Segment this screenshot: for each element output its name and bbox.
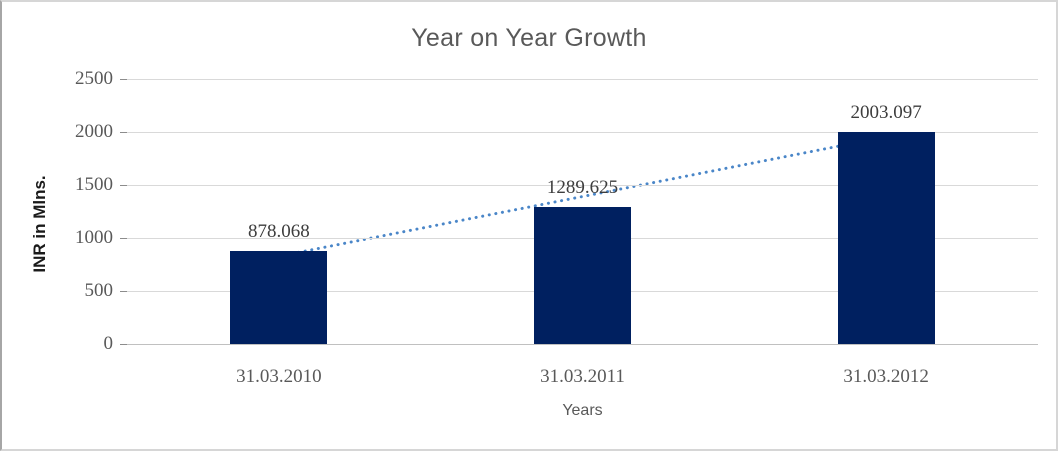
y-tick-mark	[120, 79, 127, 80]
gridline	[127, 185, 1038, 186]
bar	[534, 207, 631, 344]
y-tick-label: 500	[84, 280, 114, 301]
gridline	[127, 132, 1038, 133]
bar	[837, 131, 935, 344]
y-tick-mark	[120, 291, 127, 292]
data-label: 1289.625	[546, 177, 619, 199]
y-tick-label: 1000	[75, 227, 113, 248]
y-tick-label: 1500	[75, 174, 113, 195]
data-label: 878.068	[247, 220, 310, 242]
y-tick-mark	[120, 238, 127, 239]
y-tick-mark	[120, 344, 127, 345]
y-tick-label: 2500	[75, 68, 113, 89]
x-tick-label: 31.03.2012	[843, 366, 929, 387]
y-axis-title: INR in Mlns.	[30, 175, 49, 273]
chart-title: Year on Year Growth	[411, 24, 647, 52]
gridline	[127, 344, 1038, 345]
y-tick-mark	[120, 132, 127, 133]
x-tick-label: 31.03.2011	[540, 366, 625, 387]
x-axis-title: Years	[562, 402, 603, 419]
y-tick-label: 0	[103, 333, 114, 354]
y-tick-mark	[120, 185, 127, 186]
plot-area: 0 500 1000 1500 2000 2500 878.068 31.03.2010 128…	[75, 68, 1038, 387]
gridline	[127, 79, 1038, 80]
y-tick-label: 2000	[75, 121, 113, 142]
x-tick-label: 31.03.2010	[236, 366, 322, 387]
data-label: 2003.097	[850, 101, 922, 123]
bar	[230, 250, 328, 344]
